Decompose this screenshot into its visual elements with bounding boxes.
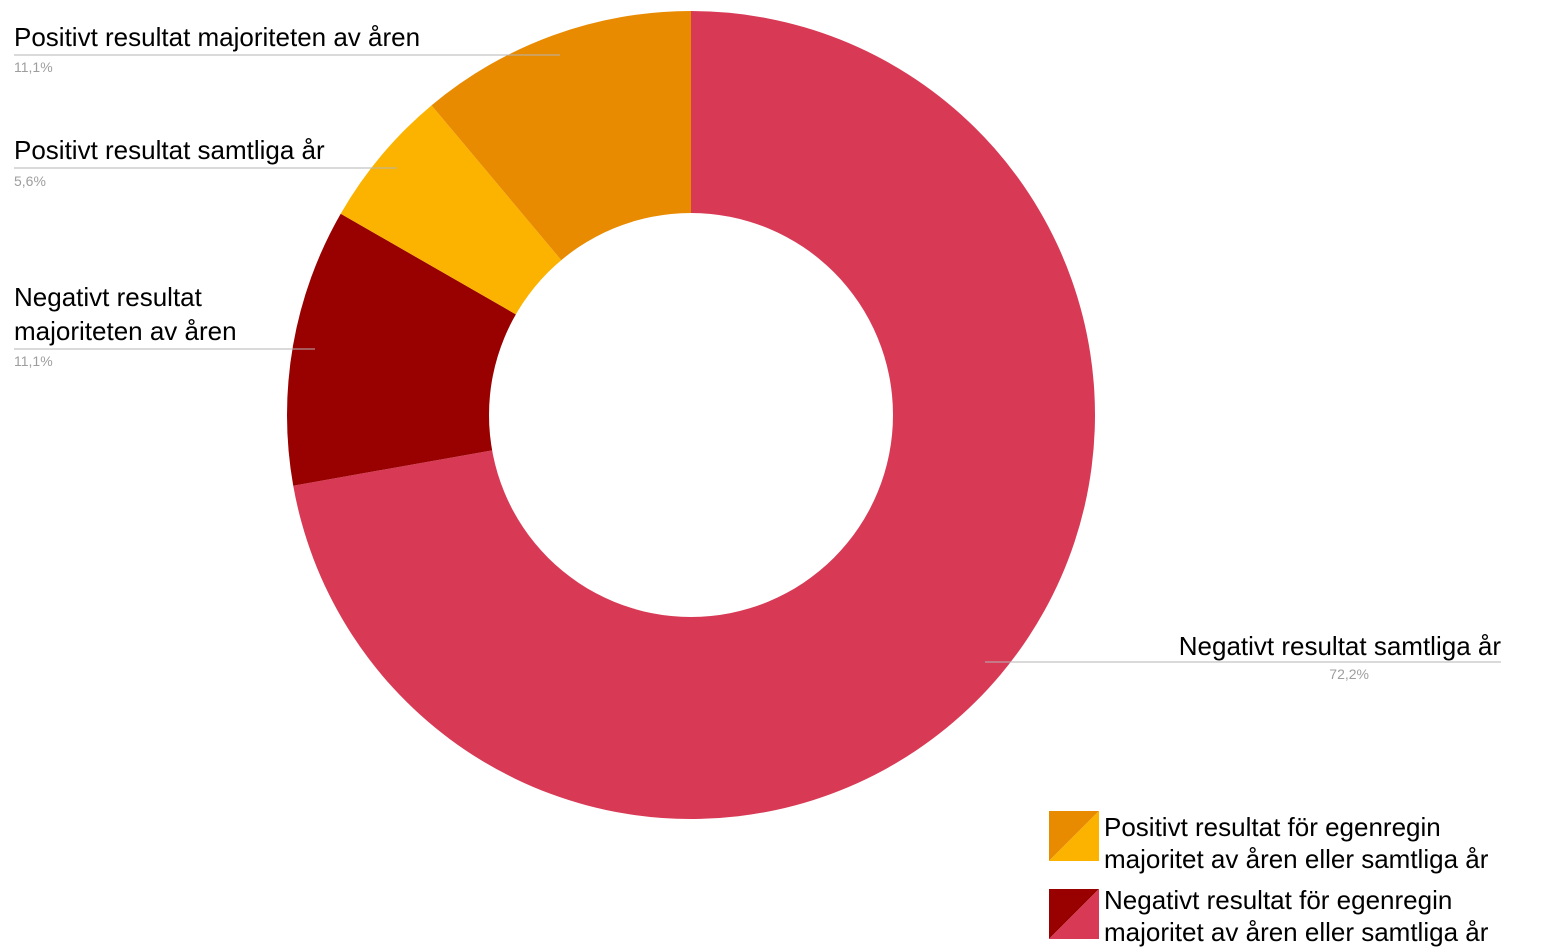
slice-percent-label: 11,1% xyxy=(14,59,53,75)
slice-label: Positivt resultat majoriteten av åren xyxy=(14,22,420,52)
slice-label: Negativt resultat xyxy=(14,282,203,312)
donut-hole xyxy=(489,213,893,617)
legend-label: majoritet av åren eller samtliga år xyxy=(1104,917,1489,947)
legend-swatch-triangle xyxy=(1049,811,1099,861)
slice-label: Negativt resultat samtliga år xyxy=(1179,631,1502,661)
legend-label: majoritet av åren eller samtliga år xyxy=(1104,844,1489,874)
slice-percent-label: 72,2% xyxy=(1329,666,1369,682)
chart-legend: Positivt resultat för egenreginmajoritet… xyxy=(1049,811,1489,947)
slice-percent-label: 11,1% xyxy=(14,353,53,369)
legend-label: Positivt resultat för egenregin xyxy=(1104,812,1441,842)
chart-slice-labels: Negativt resultat samtliga år 72,2% Negati… xyxy=(14,22,1501,682)
slice-label: majoriteten av åren xyxy=(14,316,237,346)
slice-label: Positivt resultat samtliga år xyxy=(14,135,325,165)
slice-percent-label: 5,6% xyxy=(14,173,46,189)
legend-swatch-triangle xyxy=(1049,889,1099,939)
legend-entry: Negativt resultat för egenreginmajoritet… xyxy=(1049,885,1489,947)
chart-leader-lines xyxy=(14,54,1501,663)
legend-label: Negativt resultat för egenregin xyxy=(1104,885,1452,915)
legend-entry: Positivt resultat för egenreginmajoritet… xyxy=(1049,811,1489,874)
